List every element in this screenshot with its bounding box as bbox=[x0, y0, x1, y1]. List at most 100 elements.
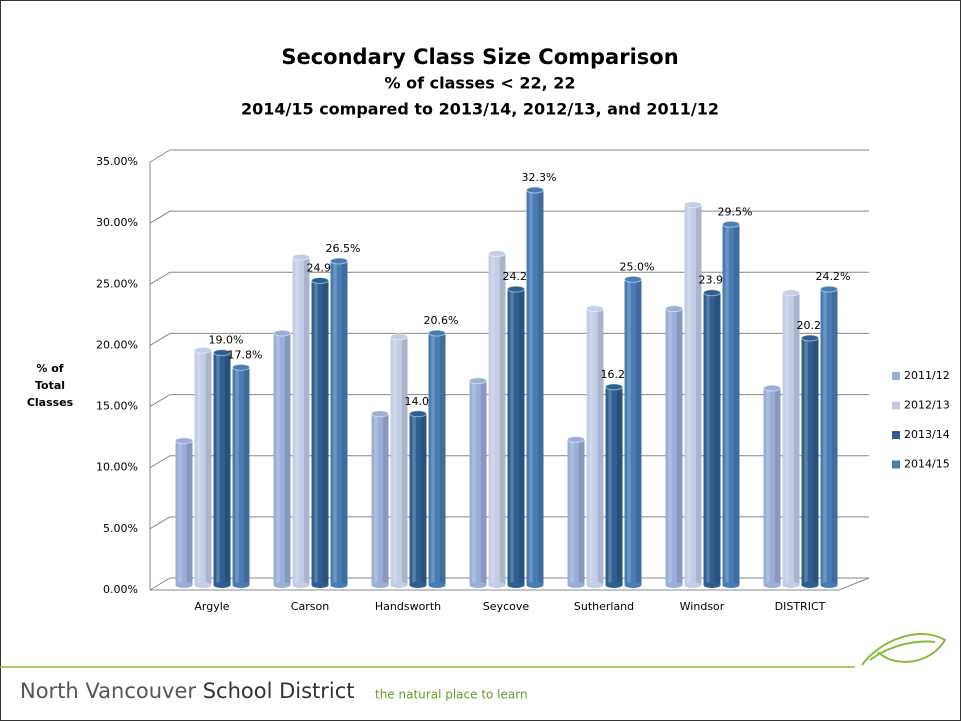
bar-shade bbox=[341, 260, 348, 585]
bar-top bbox=[605, 383, 623, 391]
bar-bottom bbox=[428, 582, 446, 588]
x-tick-label: Sutherland bbox=[574, 600, 634, 613]
y-tick-label: 30.00% bbox=[96, 216, 138, 229]
bar-shade bbox=[401, 336, 408, 585]
bar-body bbox=[665, 308, 683, 585]
bar-shade bbox=[303, 257, 310, 585]
bar-highlight bbox=[472, 380, 476, 585]
value-label: 26.5% bbox=[326, 242, 361, 255]
leaf-logo bbox=[861, 633, 947, 666]
bar-top bbox=[175, 437, 193, 445]
footer-name: North Vancouver School District bbox=[20, 679, 355, 703]
bar-shade bbox=[439, 333, 446, 585]
bar-bottom bbox=[175, 582, 193, 588]
y-tick-label: 35.00% bbox=[96, 155, 138, 168]
bar-highlight bbox=[608, 386, 612, 585]
x-tick-label: DISTRICT bbox=[775, 600, 826, 613]
y-tick-label: 20.00% bbox=[96, 338, 138, 351]
bar-top bbox=[722, 220, 740, 228]
bar-body bbox=[409, 413, 427, 585]
bar-body bbox=[232, 367, 250, 585]
bar-highlight bbox=[412, 413, 416, 585]
grid-line bbox=[149, 149, 869, 163]
bar-bottom bbox=[194, 582, 212, 588]
bar-bottom bbox=[722, 582, 740, 588]
bar-top bbox=[665, 305, 683, 313]
y-tick-label: 15.00% bbox=[96, 400, 138, 413]
bar-highlight bbox=[804, 337, 808, 585]
bar-highlight bbox=[235, 367, 239, 585]
bar-top bbox=[526, 186, 544, 194]
legend-label: 2011/12 bbox=[904, 369, 950, 382]
bar-shade bbox=[597, 308, 604, 585]
bar bbox=[469, 377, 487, 588]
bar-highlight bbox=[333, 260, 337, 585]
bar-top bbox=[469, 377, 487, 385]
bar bbox=[311, 277, 329, 588]
bar-body bbox=[371, 413, 389, 585]
grid-line bbox=[149, 271, 869, 285]
bar-shade bbox=[714, 292, 721, 585]
bar-body bbox=[175, 440, 193, 585]
y-tick-label: 25.00% bbox=[96, 277, 138, 290]
y-tick-label: 10.00% bbox=[96, 461, 138, 474]
bar-highlight bbox=[374, 413, 378, 585]
bar-highlight bbox=[823, 289, 827, 585]
bar-bottom bbox=[371, 582, 389, 588]
bar-shade bbox=[733, 224, 740, 585]
bar bbox=[605, 383, 623, 588]
bar-bottom bbox=[311, 582, 329, 588]
bar-body bbox=[311, 280, 329, 585]
bar-top bbox=[782, 289, 800, 297]
legend-label: 2014/15 bbox=[904, 458, 950, 471]
bar bbox=[273, 329, 291, 588]
bar bbox=[213, 349, 231, 588]
bar-top bbox=[232, 363, 250, 371]
bar-body bbox=[624, 279, 642, 585]
bar-bottom bbox=[292, 582, 310, 588]
bar-shade bbox=[578, 439, 585, 585]
bar-body bbox=[390, 336, 408, 585]
value-label: 20.6% bbox=[424, 314, 459, 327]
bar-body bbox=[605, 386, 623, 585]
bar-bottom bbox=[820, 582, 838, 588]
x-tick-label: Windsor bbox=[680, 600, 725, 613]
x-tick-label: Handsworth bbox=[375, 600, 441, 613]
bar-shade bbox=[243, 367, 250, 585]
bar-top bbox=[311, 277, 329, 285]
bar-top bbox=[567, 435, 585, 443]
value-label: 24.2% bbox=[816, 270, 851, 283]
legend-swatch bbox=[892, 460, 900, 469]
bar-shade bbox=[499, 253, 506, 585]
bar-top bbox=[390, 333, 408, 341]
bar-highlight bbox=[570, 439, 574, 585]
bar-top bbox=[292, 253, 310, 261]
bar-shade bbox=[537, 190, 544, 585]
bar-highlight bbox=[178, 440, 182, 585]
legend-label: 2012/13 bbox=[904, 399, 950, 412]
bar-top bbox=[371, 410, 389, 418]
bar-top bbox=[820, 285, 838, 293]
bar bbox=[507, 285, 525, 588]
bar bbox=[175, 437, 193, 588]
bar-bottom bbox=[232, 582, 250, 588]
bar-bottom bbox=[390, 582, 408, 588]
bar-bottom bbox=[763, 582, 781, 588]
bar bbox=[684, 201, 702, 588]
bar-body bbox=[273, 333, 291, 585]
bar-top bbox=[488, 250, 506, 258]
bar-top bbox=[194, 346, 212, 354]
bar-shade bbox=[793, 292, 800, 585]
bar bbox=[292, 253, 310, 588]
bar-shade bbox=[284, 333, 291, 585]
bar-body bbox=[194, 350, 212, 585]
bar-shade bbox=[635, 279, 642, 585]
bar-top bbox=[703, 289, 721, 297]
bar-highlight bbox=[314, 280, 318, 585]
bar-highlight bbox=[725, 224, 729, 585]
bar-highlight bbox=[668, 308, 672, 585]
grid-line bbox=[149, 210, 869, 224]
footer-name-light: North Vancouver bbox=[20, 679, 196, 703]
bar-top bbox=[428, 329, 446, 337]
bar-body bbox=[469, 380, 487, 585]
